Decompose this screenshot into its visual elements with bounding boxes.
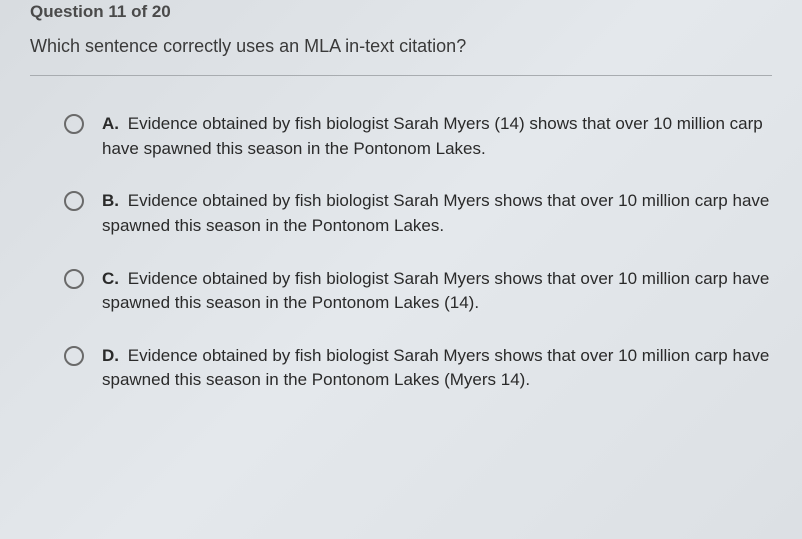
option-d[interactable]: D. Evidence obtained by fish biologist S… xyxy=(64,344,772,393)
option-a[interactable]: A. Evidence obtained by fish biologist S… xyxy=(64,112,772,161)
option-c-content: C. Evidence obtained by fish biologist S… xyxy=(102,267,772,316)
radio-c[interactable] xyxy=(64,269,84,289)
option-d-letter: D. xyxy=(102,346,119,365)
option-d-text: Evidence obtained by fish biologist Sara… xyxy=(102,346,769,390)
option-b-text: Evidence obtained by fish biologist Sara… xyxy=(102,191,769,235)
question-prompt: Which sentence correctly uses an MLA in-… xyxy=(30,36,772,57)
radio-b[interactable] xyxy=(64,191,84,211)
question-number-header: Question 11 of 20 xyxy=(30,0,772,22)
option-c-text: Evidence obtained by fish biologist Sara… xyxy=(102,269,769,313)
options-container: A. Evidence obtained by fish biologist S… xyxy=(30,112,772,393)
option-b-letter: B. xyxy=(102,191,119,210)
option-a-content: A. Evidence obtained by fish biologist S… xyxy=(102,112,772,161)
option-a-letter: A. xyxy=(102,114,119,133)
option-b-content: B. Evidence obtained by fish biologist S… xyxy=(102,189,772,238)
option-d-content: D. Evidence obtained by fish biologist S… xyxy=(102,344,772,393)
option-b[interactable]: B. Evidence obtained by fish biologist S… xyxy=(64,189,772,238)
radio-a[interactable] xyxy=(64,114,84,134)
radio-d[interactable] xyxy=(64,346,84,366)
option-c[interactable]: C. Evidence obtained by fish biologist S… xyxy=(64,267,772,316)
option-c-letter: C. xyxy=(102,269,119,288)
question-divider xyxy=(30,75,772,76)
option-a-text: Evidence obtained by fish biologist Sara… xyxy=(102,114,763,158)
